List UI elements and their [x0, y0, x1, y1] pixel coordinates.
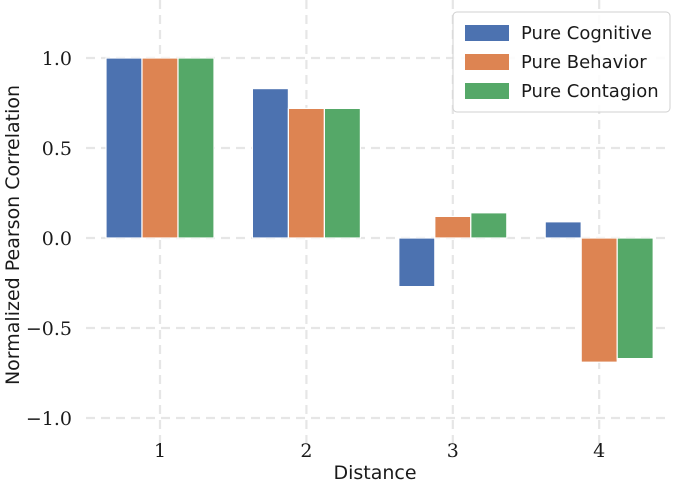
bar-pure-cognitive [251, 87, 289, 239]
y-tick-label: 1.0 [42, 48, 72, 70]
x-tick-label: 1 [154, 440, 166, 462]
bar-pure-cognitive [105, 57, 143, 239]
bar-pure-cognitive [398, 237, 436, 288]
bar-pure-contagion [470, 212, 508, 239]
y-tick-label: 0.5 [42, 138, 72, 160]
x-tick-label: 4 [593, 440, 605, 462]
bars [105, 57, 654, 363]
legend-label-pure-contagion: Pure Contagion [521, 81, 659, 102]
legend-label-pure-cognitive: Pure Cognitive [521, 23, 652, 44]
legend-swatch-pure-contagion [465, 83, 509, 99]
x-tick-label: 2 [300, 440, 312, 462]
y-tick-label: −1.0 [26, 408, 72, 430]
x-ticks: 1 2 3 4 [154, 440, 605, 462]
bar-pure-behavior [434, 215, 472, 239]
bar-pure-contagion [323, 107, 361, 239]
bar-pure-behavior [141, 57, 179, 239]
bar-pure-contagion [177, 57, 215, 239]
y-tick-label: −0.5 [26, 318, 72, 340]
y-tick-label: 0.0 [42, 228, 72, 250]
legend-swatch-pure-behavior [465, 54, 509, 70]
x-axis-label: Distance [333, 462, 416, 484]
bar-pure-contagion [616, 237, 654, 360]
bar-pure-behavior [287, 107, 325, 239]
bar-pure-behavior [580, 237, 618, 363]
legend-swatch-pure-cognitive [465, 25, 509, 41]
bar-pure-cognitive [544, 221, 582, 239]
x-tick-label: 3 [447, 440, 459, 462]
y-axis-label: Normalized Pearson Correlation [2, 85, 24, 385]
legend: Pure Cognitive Pure Behavior Pure Contagio… [452, 11, 671, 113]
legend-label-pure-behavior: Pure Behavior [521, 52, 647, 73]
y-ticks: 1.0 0.5 0.0 −0.5 −1.0 [26, 48, 72, 430]
